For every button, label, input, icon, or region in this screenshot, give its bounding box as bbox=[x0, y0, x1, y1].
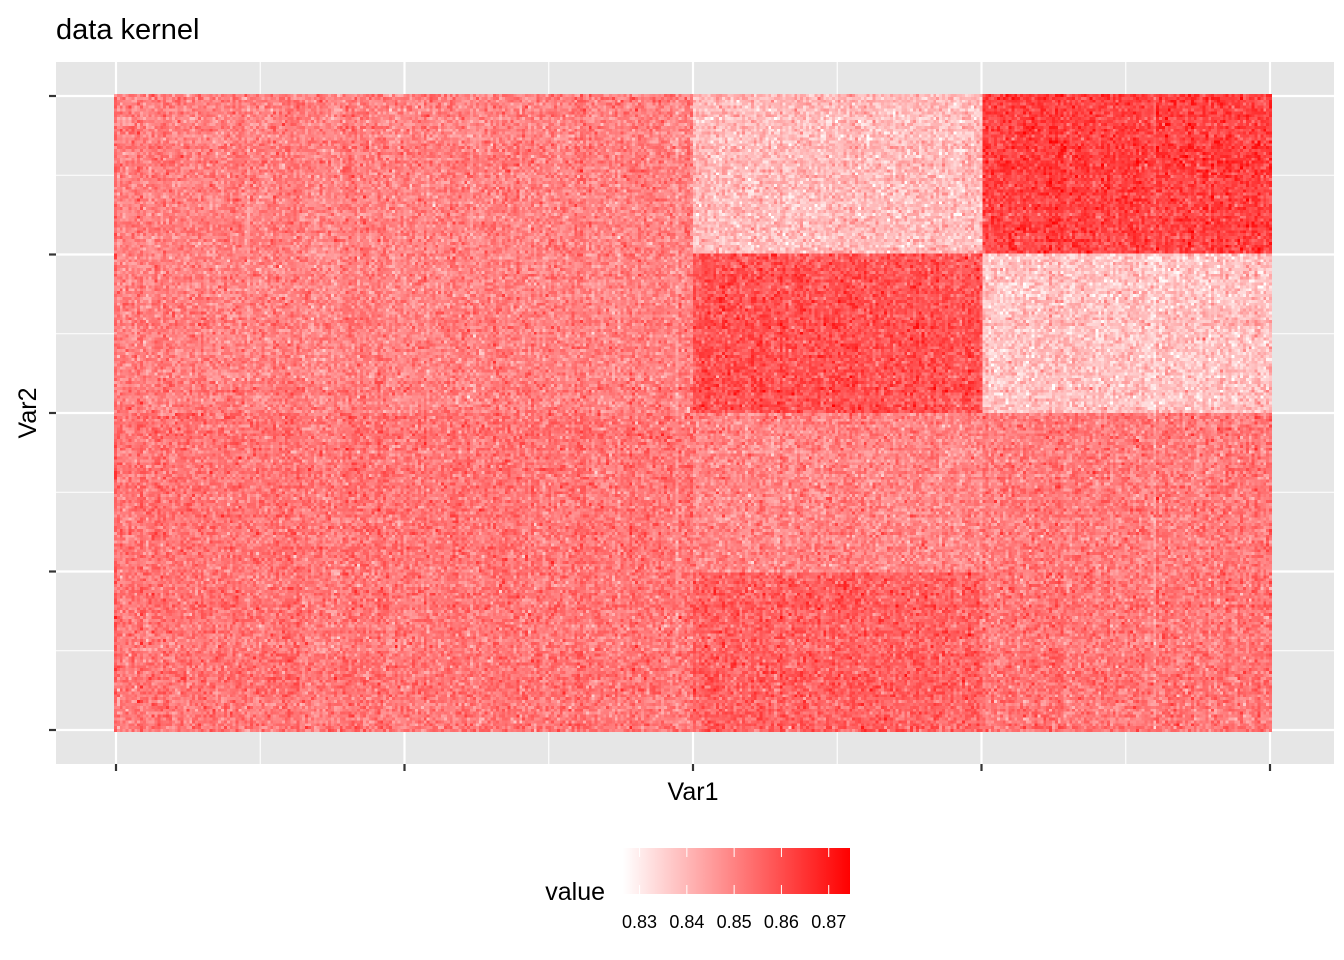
heatmap-cells bbox=[114, 94, 1272, 732]
x-axis-ticks bbox=[114, 764, 1272, 771]
legend-ticks: 0.83 0.84 0.85 0.86 0.87 bbox=[622, 848, 846, 932]
chart-title: data kernel bbox=[56, 14, 200, 46]
legend-tick-label: 0.85 bbox=[717, 912, 752, 932]
x-axis-title: Var1 bbox=[668, 778, 719, 806]
legend-tick-label: 0.87 bbox=[811, 912, 846, 932]
legend-colorbar bbox=[623, 848, 850, 894]
legend: value 0.83 0.84 0.85 0.86 0.87 bbox=[545, 848, 850, 932]
y-axis-ticks bbox=[49, 94, 56, 732]
legend-tick-label: 0.86 bbox=[764, 912, 799, 932]
legend-tick-label: 0.83 bbox=[622, 912, 657, 932]
y-axis-title: Var2 bbox=[14, 388, 42, 439]
legend-tick-label: 0.84 bbox=[669, 912, 704, 932]
legend-title: value bbox=[545, 878, 605, 906]
